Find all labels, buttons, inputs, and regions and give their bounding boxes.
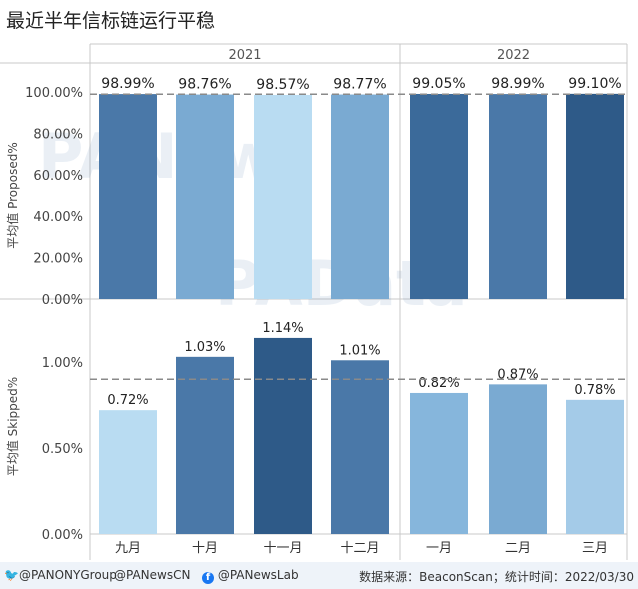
facebook-handle: f @PANewsLab <box>202 568 299 584</box>
data-label: 0.78% <box>574 383 615 398</box>
bar <box>254 337 312 534</box>
y-tick-label: 20.00% <box>33 252 83 267</box>
data-label: 98.99% <box>101 76 154 92</box>
y-tick-label: 0.50% <box>42 442 83 457</box>
data-label: 98.77% <box>333 77 386 93</box>
data-label: 1.01% <box>339 343 380 358</box>
bar <box>489 94 547 299</box>
x-tick-label: 十月 <box>192 541 218 556</box>
y-tick-label: 100.00% <box>25 86 83 101</box>
y-tick-label: 80.00% <box>33 127 83 142</box>
bar <box>99 94 157 299</box>
y-tick-label: 40.00% <box>33 210 83 225</box>
y-tick-label: 60.00% <box>33 169 83 184</box>
x-tick-label: 九月 <box>115 541 141 556</box>
y-axis-title: 平均值 Proposed% <box>5 142 20 248</box>
proposed-panel: 平均值 Proposed% 0.00% 20.00% 40.00% 60.00% 80.0… <box>5 76 627 308</box>
data-label: 1.14% <box>262 321 303 336</box>
bar <box>566 399 624 534</box>
year-header: 2021 <box>228 48 261 63</box>
data-label: 99.10% <box>568 76 621 92</box>
data-source: 数据来源：BeaconScan；统计时间：2022/03/30 <box>359 570 634 584</box>
x-tick-label: 二月 <box>505 541 531 556</box>
bar <box>331 360 389 534</box>
year-headers: 2021 2022 <box>228 48 530 63</box>
twitter-icon: 🐦 <box>4 568 19 582</box>
bar <box>176 94 234 299</box>
page-title: 最近半年信标链运行平稳 <box>6 10 216 32</box>
data-label: 0.72% <box>107 393 148 408</box>
x-tick-label: 一月 <box>426 541 452 556</box>
data-label: 1.03% <box>184 340 225 355</box>
y-tick-label: 1.00% <box>42 356 83 371</box>
footer: 🐦@PANONYGroup @PANewsCN f @PANewsLab 数据来… <box>0 562 638 589</box>
category-axis: 九月 十月 十一月 十二月 一月 二月 三月 <box>115 541 608 556</box>
skipped-panel: 平均值 Skipped% 0.00% 0.50% 1.00% 0.72% 1.03% 1.1… <box>5 321 627 543</box>
data-label: 98.76% <box>178 77 231 93</box>
x-tick-label: 三月 <box>582 541 608 556</box>
facebook-icon: f <box>202 572 214 584</box>
data-label: 99.05% <box>412 76 465 92</box>
data-label: 98.99% <box>491 76 544 92</box>
data-label: 0.82% <box>418 376 459 391</box>
weibo-handle: @PANewsCN <box>114 568 191 582</box>
data-label: 0.87% <box>497 367 538 382</box>
bar <box>254 94 312 299</box>
bar <box>331 94 389 299</box>
bar <box>99 410 157 534</box>
bar <box>176 356 234 534</box>
bar <box>566 93 624 299</box>
bar <box>410 93 468 300</box>
data-label: 98.57% <box>256 77 309 93</box>
y-tick-label: 0.00% <box>42 528 83 543</box>
bar <box>489 384 547 534</box>
x-tick-label: 十二月 <box>340 541 379 556</box>
y-tick-label: 0.00% <box>42 293 83 308</box>
bar <box>410 392 468 534</box>
x-tick-label: 十一月 <box>263 541 302 556</box>
twitter-handle: 🐦@PANONYGroup <box>4 568 117 582</box>
year-header: 2022 <box>497 48 530 63</box>
y-axis-title: 平均值 Skipped% <box>5 377 20 476</box>
